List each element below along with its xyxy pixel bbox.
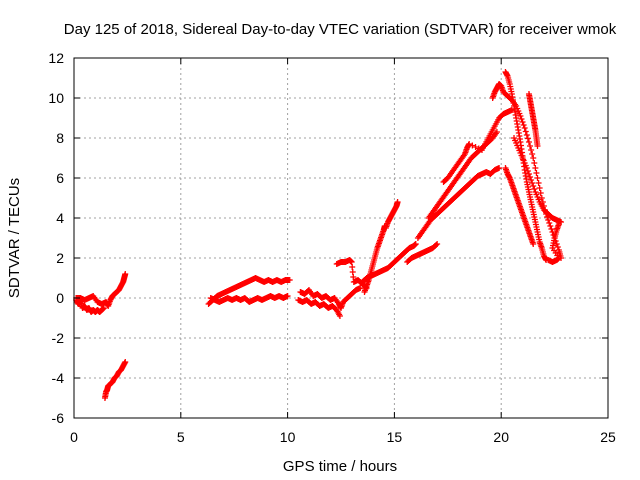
plot-frame	[73, 57, 609, 419]
x-tick-label: 5	[177, 429, 185, 445]
data-point	[508, 107, 515, 113]
data-point	[527, 174, 534, 180]
data-point	[528, 147, 535, 153]
data-point	[537, 190, 544, 196]
y-tick-label: -4	[52, 370, 65, 386]
data-point	[286, 277, 293, 283]
data-point	[536, 185, 543, 191]
y-tick-label: 12	[48, 50, 64, 66]
data-point	[434, 241, 441, 247]
data-point	[412, 241, 419, 247]
data-point	[525, 139, 532, 145]
x-tick-label: 20	[493, 429, 509, 445]
y-tick-label: -6	[52, 410, 65, 426]
y-tick-label: 4	[56, 210, 64, 226]
y-tick-label: 2	[56, 250, 64, 266]
data-point	[529, 180, 536, 186]
data-point	[531, 160, 538, 166]
data-point	[520, 122, 527, 128]
data-point	[530, 183, 537, 189]
data-point	[534, 143, 541, 149]
series-rise-upper	[382, 199, 401, 231]
series-mid-c	[297, 285, 364, 311]
data-point	[547, 223, 554, 229]
y-axis-label: SDTVAR / TECUs	[6, 178, 23, 298]
series-climb-b	[425, 129, 500, 221]
data-point	[553, 241, 560, 247]
data-point	[524, 168, 531, 174]
data-point	[527, 143, 534, 149]
data-point	[523, 132, 530, 138]
series-climb-c	[440, 107, 515, 185]
series-mid-d	[295, 297, 343, 319]
data-point	[466, 141, 473, 147]
data-point	[534, 175, 541, 181]
data-point	[122, 271, 129, 277]
data-point	[545, 217, 552, 223]
data-point	[554, 244, 561, 250]
data-point	[122, 359, 129, 365]
x-tick-label: 0	[70, 429, 78, 445]
chart-title: Day 125 of 2018, Sidereal Day-to-day VTE…	[64, 21, 617, 38]
data-point	[529, 151, 536, 157]
data-point	[531, 186, 538, 192]
data-point	[533, 170, 540, 176]
data-point	[528, 177, 535, 183]
series-mid-b	[207, 293, 291, 305]
data-point	[548, 226, 555, 232]
data-point	[394, 199, 401, 205]
data-point	[522, 128, 529, 135]
data-point	[525, 171, 532, 177]
y-tick-label: 10	[48, 90, 64, 106]
y-tick-label: 8	[56, 130, 64, 146]
series-descent-b	[511, 135, 565, 225]
series-peak-lower	[502, 165, 537, 247]
data-point	[532, 165, 539, 171]
data-point	[469, 142, 476, 149]
data-point	[521, 125, 528, 131]
data-point	[530, 241, 537, 247]
y-tick-label: 6	[56, 170, 64, 186]
axis-ticks: 0 5 10 15 20 25 -6 -4 -2 0 2 4 6 8 10 12	[48, 50, 616, 445]
data-points	[73, 69, 565, 401]
data-point	[538, 195, 545, 201]
data-point	[284, 293, 291, 299]
data-point	[493, 129, 500, 135]
y-tick-label: 0	[56, 290, 64, 306]
y-tick-label: -2	[52, 330, 65, 346]
series-tail	[545, 221, 562, 265]
data-point	[535, 180, 542, 186]
data-point	[336, 313, 343, 319]
data-point	[433, 242, 440, 248]
series-rise-band	[359, 241, 419, 285]
data-point	[518, 116, 525, 122]
data-point	[472, 144, 479, 150]
data-point	[517, 113, 524, 119]
x-tick-label: 10	[280, 429, 296, 445]
series-early-neg	[101, 359, 129, 401]
x-axis-label: GPS time / hours	[283, 458, 397, 475]
x-tick-label: 15	[387, 429, 403, 445]
data-point	[357, 285, 364, 291]
data-point	[546, 220, 553, 226]
series-rise-mid	[404, 241, 441, 265]
series-peak-inner	[502, 69, 550, 263]
data-point	[519, 119, 526, 125]
data-point	[555, 221, 562, 227]
data-point	[523, 165, 530, 171]
series-spike	[525, 91, 541, 149]
data-point	[530, 155, 537, 161]
data-point	[496, 165, 503, 171]
series-climb-a	[414, 165, 503, 241]
x-tick-label: 25	[600, 429, 616, 445]
data-point	[524, 135, 531, 142]
